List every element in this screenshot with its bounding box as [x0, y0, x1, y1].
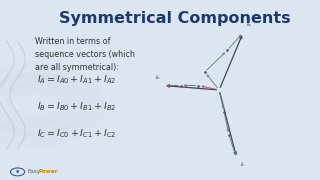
- Text: $I_C = I_{C0} + I_{C1} + I_{C2}$: $I_C = I_{C0} + I_{C1} + I_{C2}$: [37, 128, 116, 140]
- Text: $I_A = I_{A0} + I_{A1} + I_{A2}$: $I_A = I_{A0} + I_{A1} + I_{A2}$: [37, 74, 116, 86]
- Text: Symmetrical Components: Symmetrical Components: [59, 11, 290, 26]
- Text: $I_b$: $I_b$: [156, 73, 162, 82]
- Text: $I_c$: $I_c$: [240, 160, 246, 169]
- Text: $I_B = I_{B0} + I_{B1} + I_{B2}$: $I_B = I_{B0} + I_{B1} + I_{B2}$: [37, 101, 116, 113]
- Text: Written in terms of
sequence vectors (which
are all symmetrical):: Written in terms of sequence vectors (wh…: [35, 37, 135, 72]
- Text: $I_a$: $I_a$: [246, 20, 252, 29]
- Text: e: e: [16, 169, 19, 174]
- Text: Power: Power: [38, 169, 58, 174]
- Text: Easy: Easy: [28, 169, 41, 174]
